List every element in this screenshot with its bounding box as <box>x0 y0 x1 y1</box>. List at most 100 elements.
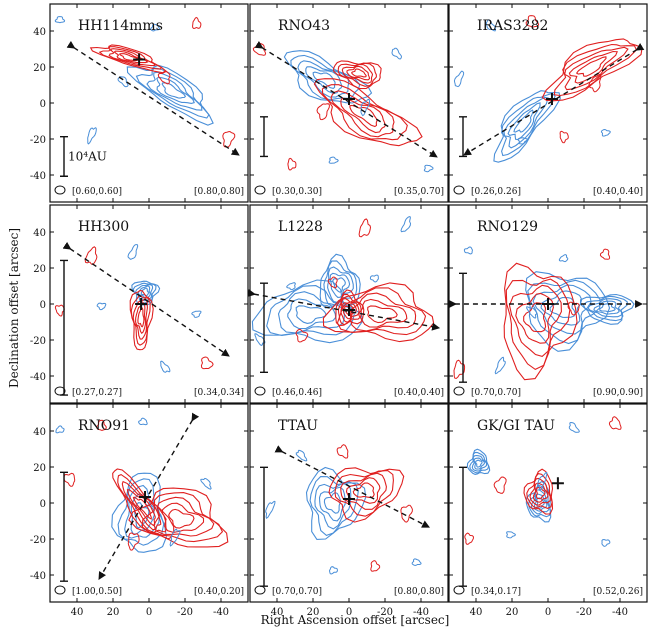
beam-size-left: [0.26,0.26] <box>471 187 521 197</box>
x-tick-label: -40 <box>413 607 429 618</box>
scale-bar <box>260 116 268 158</box>
noise-contour <box>192 16 202 29</box>
blueshifted-contour <box>475 459 483 468</box>
blueshifted-contour <box>532 284 592 335</box>
panel-title: TTAU <box>278 418 318 434</box>
redshifted-contour <box>523 468 554 515</box>
y-tick-label: 20 <box>33 264 46 275</box>
noise-contour <box>494 356 506 375</box>
x-tick-label: 0 <box>146 607 152 618</box>
noise-contour <box>370 560 381 572</box>
x-axis-label: Right Ascension offset [arcsec] <box>261 613 450 627</box>
noise-contour <box>358 218 372 238</box>
y-tick-label: 20 <box>33 63 46 74</box>
x-tick-label: 20 <box>307 607 320 618</box>
beam-ellipse <box>453 585 465 595</box>
blueshifted-contour <box>527 279 601 345</box>
outflow-axis-arrow <box>66 40 240 156</box>
beam-size-right: [0.40,0.20] <box>194 587 244 597</box>
noise-contour <box>327 276 338 289</box>
blueshifted-contour <box>469 451 490 474</box>
noise-contour <box>400 216 412 233</box>
panel-grid: HH114mms 10⁴AU [0.60,0.60] [0.80,0.80] RNO43… <box>30 3 648 618</box>
noise-contour <box>537 471 548 491</box>
beam-size-right: [0.34,0.34] <box>194 388 244 398</box>
noise-contour <box>54 16 66 24</box>
source-marker <box>135 298 148 310</box>
scale-bar <box>60 135 68 177</box>
panel-gk-gi-tau: GK/GI TAU [0.34,0.17] [0.52,0.26] <box>448 403 648 603</box>
blueshifted-contour <box>587 298 623 318</box>
outflow-axis-arrow <box>62 241 230 357</box>
x-tick-label: 40 <box>271 607 284 618</box>
scale-bar <box>260 282 268 374</box>
panel-title: IRAS3282 <box>477 18 548 34</box>
noise-contour <box>150 23 160 32</box>
panel-title: HH300 <box>78 219 129 235</box>
noise-contour <box>525 15 540 28</box>
noise-contour <box>287 157 297 171</box>
y-tick-label: 0 <box>40 99 46 110</box>
noise-contour <box>601 538 611 547</box>
x-tick-label: 0 <box>545 607 551 618</box>
beam-ellipse <box>254 185 266 195</box>
noise-contour <box>63 472 76 487</box>
blueshifted-contour <box>473 457 485 470</box>
y-tick-label: -40 <box>30 171 46 182</box>
outflow-axis-arrow <box>274 445 430 528</box>
blueshifted-contour <box>530 489 550 515</box>
noise-contour <box>286 282 296 291</box>
y-tick-label: -20 <box>30 336 46 347</box>
beam-size-right: [0.40,0.40] <box>394 388 444 398</box>
noise-contour <box>464 532 475 545</box>
panel-hh300: HH300 [0.27,0.27] [0.34,0.34] <box>49 204 249 404</box>
y-tick-label: 20 <box>33 463 46 474</box>
y-tick-label: 0 <box>40 300 46 311</box>
noise-contour <box>463 246 473 255</box>
panel-l1228: L1228 [0.46,0.46] [0.40,0.40] <box>247 204 449 404</box>
beam-size-left: [0.46,0.46] <box>272 388 322 398</box>
noise-contour <box>608 416 622 430</box>
y-tick-label: -20 <box>30 135 46 146</box>
x-tick-label: 40 <box>470 607 483 618</box>
panel-title: GK/GI TAU <box>477 418 555 434</box>
beam-ellipse <box>254 585 266 595</box>
blueshifted-contour <box>466 448 491 475</box>
beam-size-left: [1.00,0.50] <box>72 587 122 597</box>
beam-size-left: [0.30,0.30] <box>272 187 322 197</box>
blueshifted-contour <box>536 497 545 509</box>
beam-size-right: [0.90,0.90] <box>593 388 643 398</box>
source-marker <box>343 493 355 506</box>
scale-bar-label: 10⁴AU <box>68 149 107 163</box>
redshifted-contour <box>505 278 571 371</box>
source-marker <box>343 303 355 316</box>
source-marker <box>139 491 152 504</box>
scale-bar <box>459 272 467 383</box>
noise-contour <box>200 356 214 370</box>
y-axis-label: Declination offset [arcsec] <box>7 228 21 388</box>
x-tick-label: 40 <box>71 607 84 618</box>
noise-contour <box>200 477 212 490</box>
noise-contour <box>453 70 465 88</box>
redshifted-contour <box>508 284 562 358</box>
beam-size-right: [0.40,0.40] <box>593 187 643 197</box>
panel-rno43: RNO43 [0.30,0.30] [0.35,0.70] <box>249 3 449 203</box>
blueshifted-contour <box>582 295 628 322</box>
x-tick-label: -20 <box>576 607 592 618</box>
source-marker <box>551 477 564 490</box>
noise-contour <box>265 500 276 519</box>
beam-ellipse <box>54 585 66 595</box>
x-tick-label: -40 <box>213 607 229 618</box>
panel-title: RNO43 <box>278 18 330 34</box>
x-tick-label: -20 <box>177 607 193 618</box>
beam-size-left: [0.34,0.17] <box>471 587 521 597</box>
beam-ellipse <box>54 386 66 396</box>
y-tick-label: 40 <box>33 228 46 239</box>
blueshifted-contour <box>549 296 576 318</box>
noise-contour <box>254 333 266 346</box>
noise-contour <box>411 558 422 566</box>
x-tick-label: 20 <box>506 607 519 618</box>
x-tick-label: -40 <box>612 607 628 618</box>
blueshifted-contour <box>471 454 488 472</box>
